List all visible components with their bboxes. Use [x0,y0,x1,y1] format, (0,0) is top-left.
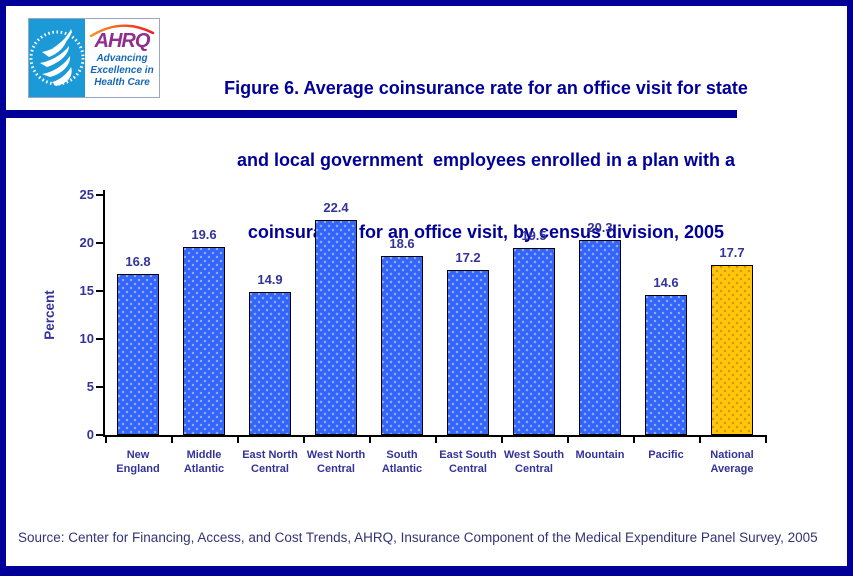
hhs-ahrq-logo: AHRQ Advancing Excellence in Health Care [28,18,160,98]
bar-value-label: 17.7 [719,245,745,261]
x-category-label-line: Atlantic [183,463,225,475]
x-category-label: East South Central [432,448,504,476]
x-tick [171,437,173,443]
y-tick [96,386,103,388]
y-tick-label: 20 [79,235,94,250]
ahrq-tagline-line: Advancing [96,53,148,64]
x-category-label-line: Central [449,463,487,475]
y-tick-label: 10 [79,331,94,346]
x-category-label-line: South [386,449,418,461]
bar-value-label: 16.8 [125,253,151,269]
x-tick [567,437,569,443]
x-category-label: East North Central [234,448,306,476]
x-category-label-line: Average [710,463,754,475]
bar [117,273,159,435]
x-tick [765,437,767,443]
ahrq-tagline-line: Health Care [94,77,150,88]
x-category-label: Mountain [564,448,636,462]
x-category-label-line: West North [306,449,366,461]
x-category-label-line: Pacific [648,449,684,461]
x-category-label: Pacific [630,448,702,462]
x-category-label: Middle Atlantic [168,448,240,476]
bar [645,294,687,435]
figure-title-line3: coinsurance for an office visit, by cens… [247,222,725,242]
y-tick [96,290,103,292]
x-category-label-line: East North [242,449,298,461]
ahrq-tagline: Advancing Excellence in Health Care [85,53,159,89]
x-category-label: South Atlantic [366,448,438,476]
x-category-label-line: Mountain [575,449,625,461]
x-category-label-line: Atlantic [381,463,423,475]
y-tick [96,434,103,436]
x-category-label: West North Central [300,448,372,476]
y-tick [96,242,103,244]
x-category-label: National Average [696,448,768,476]
x-category-label: West South Central [498,448,570,476]
bar [579,240,621,435]
x-tick [633,437,635,443]
x-tick [303,437,305,443]
y-tick-label: 15 [79,283,94,298]
x-axis-line [103,435,767,437]
x-tick [237,437,239,443]
bar [315,219,357,435]
bar-value-label: 18.6 [389,236,415,252]
bar [513,247,555,435]
y-tick-label: 0 [86,427,94,442]
x-tick [369,437,371,443]
bar-value-label: 14.6 [653,274,679,290]
x-category-label-line: West South [503,449,565,461]
x-tick [501,437,503,443]
x-category-label-line: Middle [186,449,222,461]
hhs-seal-icon [29,19,85,97]
bar [249,291,291,435]
x-tick [435,437,437,443]
y-tick [96,194,103,196]
figure-title-line1: Figure 6. Average coinsurance rate for a… [224,78,748,98]
x-category-label-line: Central [515,463,553,475]
figure-title-line2: and local government employees enrolled … [236,150,736,170]
x-tick [699,437,701,443]
bar-chart: 0 5 10 15 20 25 16.8 New England 19.6 Middle Atlant… [6,6,847,566]
source-note: Source: Center for Financing, Access, an… [18,530,818,545]
bar [447,269,489,435]
x-category-label-line: National [710,449,754,461]
x-tick [105,437,107,443]
bar [183,246,225,435]
hhs-eagle-icon [29,19,85,97]
bar [711,265,753,435]
y-axis-line [103,190,105,435]
bar-value-label: 19.6 [191,226,217,242]
bar-value-label: 20.3 [587,220,613,236]
bar-value-label: 14.9 [257,271,283,287]
x-category-label-line: Central [317,463,355,475]
ahrq-tagline-line: Excellence in [90,65,154,76]
bar-value-label: 17.2 [455,249,481,265]
bar-value-label: 22.4 [323,199,349,215]
x-category-label-line: Central [251,463,289,475]
x-category-label-line: East South [439,449,497,461]
bar [381,256,423,435]
ahrq-logo: AHRQ Advancing Excellence in Health Care [85,19,159,97]
x-category-label: New England [102,448,174,476]
x-category-label-line: New [126,449,150,461]
figure-title: Figure 6. Average coinsurance rate for a… [156,28,816,292]
y-tick-label: 25 [79,187,94,202]
ahrq-swoosh-icon [89,24,155,37]
y-tick-label: 5 [86,379,94,394]
x-category-label-line: England [116,463,160,475]
y-tick [96,338,103,340]
bar-value-label: 19.5 [521,227,547,243]
ahrq-acronym: AHRQ [94,30,151,52]
header-divider-bar [6,110,737,118]
